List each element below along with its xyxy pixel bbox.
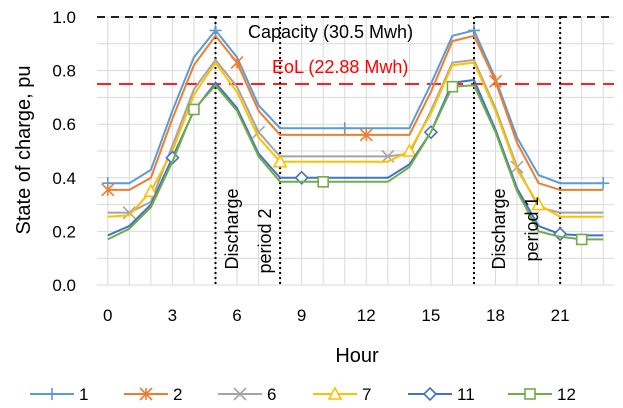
x-tick-label: 9 — [297, 306, 306, 325]
series-2-point — [230, 55, 244, 70]
reference-lines — [97, 16, 614, 85]
discharge-period-2-label-line2: period 2 — [255, 208, 275, 273]
legend-swatch-marker — [46, 388, 58, 400]
series-2-point — [488, 74, 503, 88]
y-tick-label: 1.0 — [52, 8, 76, 27]
legend-label: 12 — [557, 385, 576, 404]
legend-entry-7: 7 — [313, 385, 371, 404]
axes: 0.0 0.2 0.4 0.6 0.8 1.0 0 3 6 9 12 15 18 21 — [52, 8, 569, 325]
discharge-period-1-label-line1: Discharge — [489, 188, 509, 269]
y-tick-label: 0.2 — [52, 222, 76, 241]
legend-entry-1: 1 — [30, 385, 88, 404]
legend-swatch-marker — [139, 387, 153, 401]
legend-swatch-marker — [422, 386, 438, 402]
eol-label: EoL (22.88 Mwh) — [272, 57, 408, 77]
capacity-label: Capacity (30.5 Mwh) — [248, 22, 413, 42]
discharge-period-1-label-line2: period 1 — [522, 196, 542, 261]
series-1-point — [338, 122, 351, 135]
series-12-point — [575, 233, 588, 246]
series-12-point — [188, 103, 200, 116]
legend-label: 11 — [457, 385, 475, 404]
legend-label: 2 — [173, 385, 182, 404]
x-tick-label: 15 — [421, 306, 440, 325]
y-tick-label: 0.6 — [52, 115, 76, 134]
legend-entry-6: 6 — [218, 385, 276, 404]
series-12-point — [317, 176, 329, 188]
series-2-point — [359, 128, 373, 142]
x-tick-label: 21 — [551, 306, 570, 325]
legend-entry-11: 11 — [408, 385, 475, 404]
legend-label: 7 — [362, 385, 371, 404]
x-tick-label: 0 — [103, 306, 112, 325]
y-tick-label: 0.4 — [52, 169, 76, 188]
series-7-point — [402, 143, 417, 157]
x-tick-label: 18 — [486, 306, 505, 325]
legend: 1 2 6 7 11 12 — [30, 385, 576, 404]
legend-label: 6 — [267, 385, 276, 404]
series-1-point — [597, 177, 610, 190]
x-tick-label: 12 — [357, 306, 376, 325]
x-tick-label: 3 — [168, 306, 177, 325]
x-axis-title: Hour — [335, 345, 379, 367]
series-7-point — [143, 183, 159, 197]
series-7-point — [272, 154, 288, 168]
y-tick-label: 0.8 — [52, 62, 76, 81]
legend-swatch-marker — [327, 386, 343, 400]
data-series — [101, 24, 610, 246]
series-12 — [107, 80, 604, 246]
y-axis-title: State of charge, pu — [13, 65, 35, 234]
series-6-point — [122, 206, 136, 220]
series-7-point — [531, 196, 546, 211]
legend-swatch-marker — [233, 387, 247, 401]
series-1-point — [467, 24, 480, 37]
x-tick-label: 6 — [232, 306, 241, 325]
series-1-line — [107, 28, 604, 185]
discharge-period-2-label-line1: Discharge — [222, 188, 242, 269]
series-2-line — [107, 34, 604, 191]
series-2 — [101, 34, 604, 197]
legend-entry-2: 2 — [124, 385, 182, 404]
y-tick-label: 0.0 — [52, 276, 76, 295]
series-12-point — [446, 80, 459, 93]
legend-swatch-marker — [524, 388, 536, 400]
legend-entry-12: 12 — [508, 385, 576, 404]
legend-label: 1 — [79, 385, 88, 404]
series-12-line — [107, 83, 604, 241]
series-2-point — [101, 183, 115, 197]
